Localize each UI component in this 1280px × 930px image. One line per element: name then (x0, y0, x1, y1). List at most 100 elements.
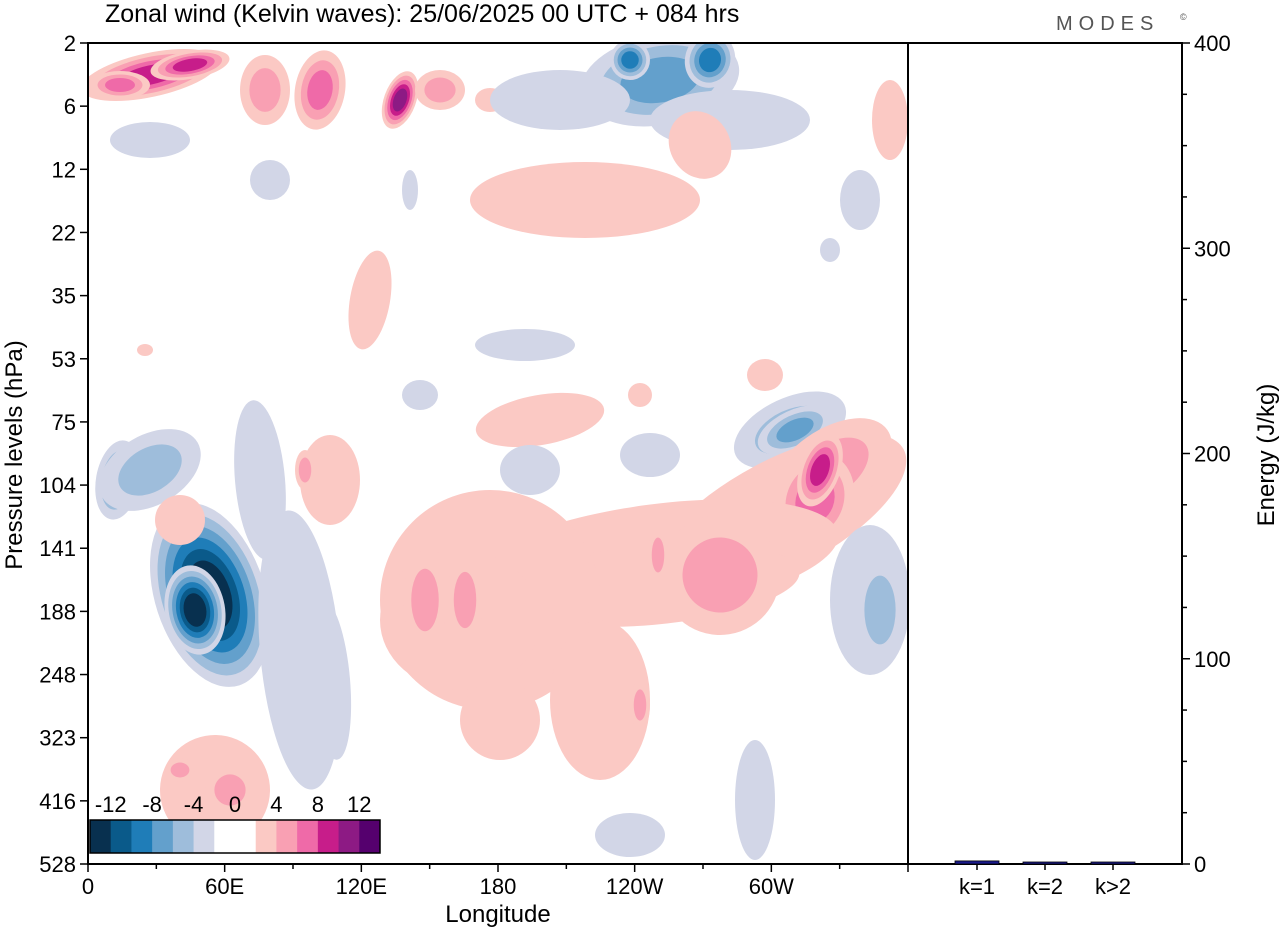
y-tick-label: 35 (52, 284, 76, 309)
colorbar-swatch (317, 820, 340, 853)
contour-region (633, 689, 647, 721)
wind-field (88, 43, 908, 860)
contour-region (776, 417, 814, 443)
x-tick-label: 60W (749, 874, 794, 899)
contour-region (820, 238, 840, 262)
contour-region (118, 444, 182, 496)
contour-region (300, 435, 360, 525)
contour-region (810, 454, 830, 486)
colorbar-label: -8 (142, 792, 162, 817)
y-tick-label: 22 (52, 220, 76, 245)
x-axis: 0 60E 120E 180 120W 60W (82, 864, 909, 899)
colorbar-swatch (131, 820, 153, 853)
energy-tick-label: 100 (1194, 647, 1231, 672)
contour-region (424, 77, 456, 103)
contour-region (249, 68, 281, 112)
energy-tick-label: 0 (1194, 852, 1206, 877)
x-axis-label: Longitude (445, 901, 550, 928)
colorbar-frame (89, 819, 381, 854)
colorbar-label: -12 (95, 792, 127, 817)
contour-region (651, 537, 665, 573)
colorbar-swatch (359, 820, 381, 853)
contour-region (402, 170, 418, 210)
y-tick-label: 323 (39, 726, 76, 751)
contour-region (595, 813, 665, 857)
x-tick-label: 60E (205, 874, 244, 899)
colorbar-swatch (297, 820, 319, 853)
contour-region (105, 78, 135, 92)
brand-text: MODES (1056, 13, 1159, 35)
contour-region (411, 568, 439, 632)
x-tick-label: 180 (480, 874, 517, 899)
chart-title: Zonal wind (Kelvin waves): 25/06/2025 00… (105, 0, 739, 28)
colorbar-swatch (193, 820, 215, 853)
colorbar-label: -4 (184, 792, 204, 817)
contour-region (735, 740, 775, 860)
energy-category-label: k>2 (1095, 874, 1131, 899)
contour-region (698, 47, 722, 73)
contour-region (475, 329, 575, 361)
colorbar: -12 -8 -4 0 4 8 12 (89, 792, 381, 854)
energy-axis-label: Energy (J/kg) (1253, 384, 1280, 527)
colorbar-swatch (338, 820, 360, 853)
colorbar-swatch (90, 820, 112, 853)
contour-region (348, 250, 392, 350)
contour-region (453, 571, 477, 629)
y-tick-label: 416 (39, 789, 76, 814)
colorbar-label: 12 (347, 792, 371, 817)
contour-region (307, 70, 333, 110)
x-tick-label: 0 (82, 874, 94, 899)
contour-region (155, 495, 205, 545)
contour-region (621, 51, 639, 69)
energy-tick-label: 400 (1194, 31, 1231, 56)
energy-tick-label: 300 (1194, 236, 1231, 261)
colorbar-label: 4 (270, 792, 282, 817)
colorbar-swatch (214, 820, 236, 853)
colorbar-swatch (172, 820, 195, 853)
energy-axis: 0 100 200 300 400 (1182, 31, 1231, 877)
y-tick-label: 141 (39, 536, 76, 561)
colorbar-swatch (235, 820, 257, 853)
contour-region (460, 680, 540, 760)
energy-category-label: k=2 (1027, 874, 1063, 899)
contour-region (490, 70, 630, 130)
contour-region (308, 600, 352, 760)
contour-region (250, 160, 290, 200)
y-tick-label: 53 (52, 347, 76, 372)
y-tick-label: 104 (39, 473, 76, 498)
energy-bar (1090, 861, 1136, 865)
y-tick-label: 12 (52, 157, 76, 182)
x-tick-label: 120W (606, 874, 664, 899)
energy-bar (954, 860, 1000, 865)
contour-region (668, 111, 732, 179)
y-tick-label: 248 (39, 663, 76, 688)
y-axis: 2 6 12 22 35 53 75 104 141 188 248 323 416 528 (39, 31, 88, 877)
colorbar-swatch (276, 820, 298, 853)
contour-region (402, 380, 438, 410)
energy-frame (907, 42, 1183, 865)
contour-region (470, 162, 700, 238)
colorbar-swatch (110, 820, 132, 853)
contour-region (170, 762, 190, 778)
brand-mark: © (1180, 12, 1187, 22)
contour-region (137, 344, 153, 356)
contour-region (110, 122, 190, 158)
contour-region (475, 392, 605, 448)
y-tick-label: 188 (39, 599, 76, 624)
contour-region (214, 774, 246, 806)
modes-logo: MODES © (1056, 12, 1187, 35)
y-tick-label: 75 (52, 410, 76, 435)
contour-region (628, 383, 652, 407)
energy-category-label: k=1 (959, 874, 995, 899)
contour-region (500, 445, 560, 495)
y-axis-label: Pressure levels (hPa) (1, 340, 28, 569)
contour-region (550, 620, 650, 780)
energy-bars: k=1 k=2 k>2 (954, 860, 1136, 899)
colorbar-label: 8 (312, 792, 324, 817)
contour-region (864, 575, 896, 645)
y-tick-label: 2 (64, 31, 76, 56)
contour-region (747, 359, 783, 391)
contour-region (392, 88, 408, 112)
energy-bar (1022, 861, 1068, 865)
